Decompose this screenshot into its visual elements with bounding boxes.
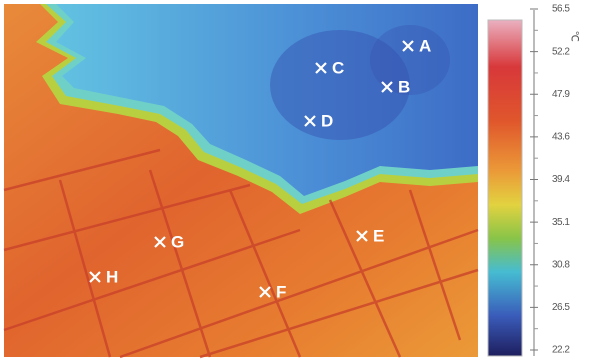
tick-label: 43.6 [552,132,570,143]
marker-label: D [321,111,333,130]
tick-label: 35.1 [552,217,570,228]
tick-label: 56.5 [552,4,570,15]
page: {"markers": [{"label": "A"}, {"label": "… [0,0,607,361]
tick-label: 47.9 [552,89,570,100]
unit-label: ℃ [568,31,579,42]
marker-label: E [373,226,384,245]
marker-label: F [276,282,286,301]
thermal-figure: A B C D E F G H ℃ 56.5 52.2 47.9 43.6 39.4 35… [0,0,607,361]
tick-label: 39.4 [552,174,570,185]
tick-label: 22.2 [552,345,570,356]
thermal-image [4,4,478,357]
marker-label: G [171,232,184,251]
colorbar: ℃ 56.5 52.2 47.9 43.6 39.4 35.1 30.8 26.5 22.2 [488,4,579,356]
tick-label: 30.8 [552,259,570,270]
marker-label: H [106,267,118,286]
marker-label: B [398,77,410,96]
marker-label: C [332,58,344,77]
marker-label: A [419,36,431,55]
tick-label: 52.2 [552,46,570,57]
tick-label: 26.5 [552,302,570,313]
colorbar-scale [488,20,522,356]
